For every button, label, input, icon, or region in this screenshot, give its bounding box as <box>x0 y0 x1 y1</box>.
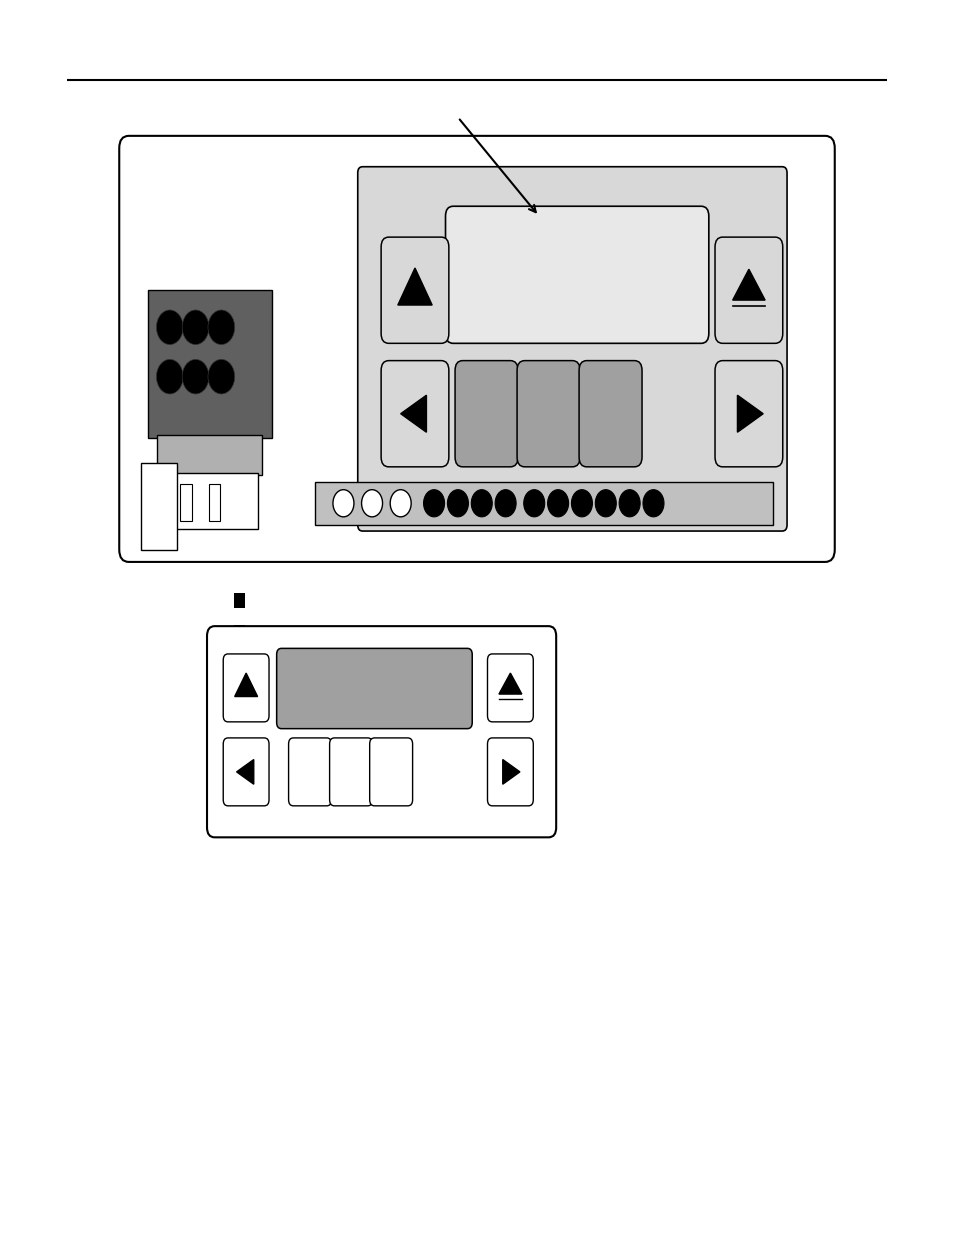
FancyBboxPatch shape <box>329 739 372 806</box>
Polygon shape <box>236 760 253 784</box>
Circle shape <box>495 490 516 517</box>
Circle shape <box>361 490 382 517</box>
Circle shape <box>390 490 411 517</box>
FancyBboxPatch shape <box>288 739 331 806</box>
Polygon shape <box>498 673 521 694</box>
FancyBboxPatch shape <box>223 739 269 806</box>
Circle shape <box>208 359 234 394</box>
FancyBboxPatch shape <box>715 361 781 467</box>
FancyBboxPatch shape <box>715 237 781 343</box>
Circle shape <box>447 490 468 517</box>
FancyBboxPatch shape <box>276 648 472 729</box>
Polygon shape <box>400 395 426 432</box>
Bar <box>233 593 245 608</box>
FancyBboxPatch shape <box>445 206 708 343</box>
Bar <box>314 482 772 525</box>
Polygon shape <box>502 760 519 784</box>
Bar <box>233 625 245 640</box>
FancyBboxPatch shape <box>357 167 786 531</box>
FancyBboxPatch shape <box>380 237 448 343</box>
Circle shape <box>182 359 209 394</box>
Polygon shape <box>737 395 762 432</box>
Circle shape <box>156 310 183 345</box>
Bar <box>148 290 272 438</box>
Circle shape <box>471 490 492 517</box>
Polygon shape <box>234 673 257 697</box>
FancyBboxPatch shape <box>517 361 579 467</box>
Circle shape <box>423 490 444 517</box>
Bar <box>157 435 262 475</box>
FancyBboxPatch shape <box>119 136 834 562</box>
Circle shape <box>618 490 639 517</box>
Circle shape <box>156 359 183 394</box>
Circle shape <box>571 490 592 517</box>
Bar <box>141 463 177 550</box>
FancyBboxPatch shape <box>223 655 269 721</box>
Bar <box>209 484 220 521</box>
FancyBboxPatch shape <box>487 655 533 721</box>
Circle shape <box>523 490 544 517</box>
Circle shape <box>333 490 354 517</box>
Polygon shape <box>732 269 764 300</box>
FancyBboxPatch shape <box>380 361 448 467</box>
Circle shape <box>642 490 663 517</box>
Circle shape <box>208 310 234 345</box>
FancyBboxPatch shape <box>207 626 556 837</box>
Circle shape <box>547 490 568 517</box>
FancyBboxPatch shape <box>487 739 533 806</box>
FancyBboxPatch shape <box>369 739 412 806</box>
Bar <box>162 473 257 529</box>
Polygon shape <box>397 268 432 305</box>
FancyBboxPatch shape <box>455 361 517 467</box>
Circle shape <box>182 310 209 345</box>
Circle shape <box>595 490 616 517</box>
Bar <box>180 484 192 521</box>
FancyBboxPatch shape <box>578 361 641 467</box>
